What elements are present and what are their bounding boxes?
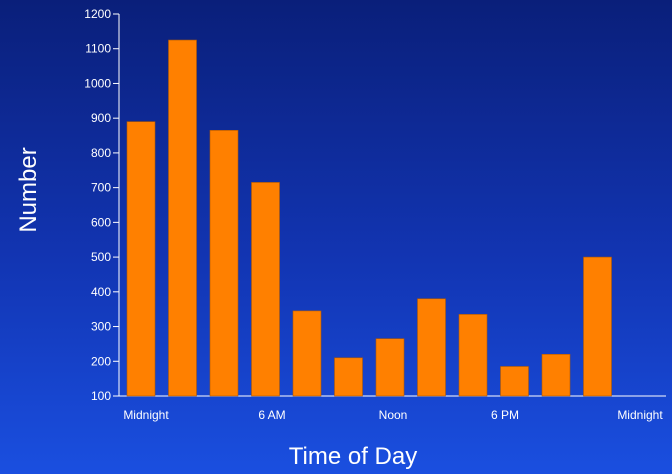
y-tick-label: 200 (91, 354, 111, 368)
x-tick-label: Midnight (617, 408, 663, 422)
x-axis: Midnight 6 AM Noon 6 PM Midnight (119, 395, 666, 422)
y-tick-label: 300 (91, 320, 111, 334)
x-tick-label: 6 AM (258, 408, 285, 422)
y-tick-label: 1000 (84, 76, 111, 90)
x-tick-label: Noon (379, 408, 408, 422)
bar (126, 121, 156, 397)
y-tick-label: 700 (91, 181, 111, 195)
bar (500, 366, 529, 397)
x-axis-title: Time of Day (289, 443, 417, 470)
bar (292, 310, 322, 397)
y-tick-label: 400 (91, 285, 111, 299)
x-tick-label: Midnight (123, 408, 169, 422)
bar (458, 314, 488, 397)
bar (334, 357, 363, 397)
bar (583, 256, 612, 397)
bar (375, 338, 405, 397)
y-tick-label: 900 (91, 111, 111, 125)
y-tick-label: 1200 (84, 7, 111, 21)
y-tick-label: 800 (91, 146, 111, 160)
y-axis-title: Number (15, 147, 42, 232)
bar (209, 130, 239, 397)
y-tick-label: 1100 (85, 42, 111, 56)
bar (417, 298, 446, 397)
bar (251, 182, 280, 397)
bar (541, 354, 571, 397)
bars (126, 39, 612, 397)
bar (168, 39, 197, 397)
y-tick-label: 600 (91, 215, 111, 229)
y-tick-label: 500 (91, 250, 111, 264)
y-axis: 100 200 300 400 500 600 700 800 900 1000 1100 1200 (84, 7, 120, 403)
y-tick-label: 100 (91, 389, 111, 403)
x-tick-label: 6 PM (491, 408, 519, 422)
